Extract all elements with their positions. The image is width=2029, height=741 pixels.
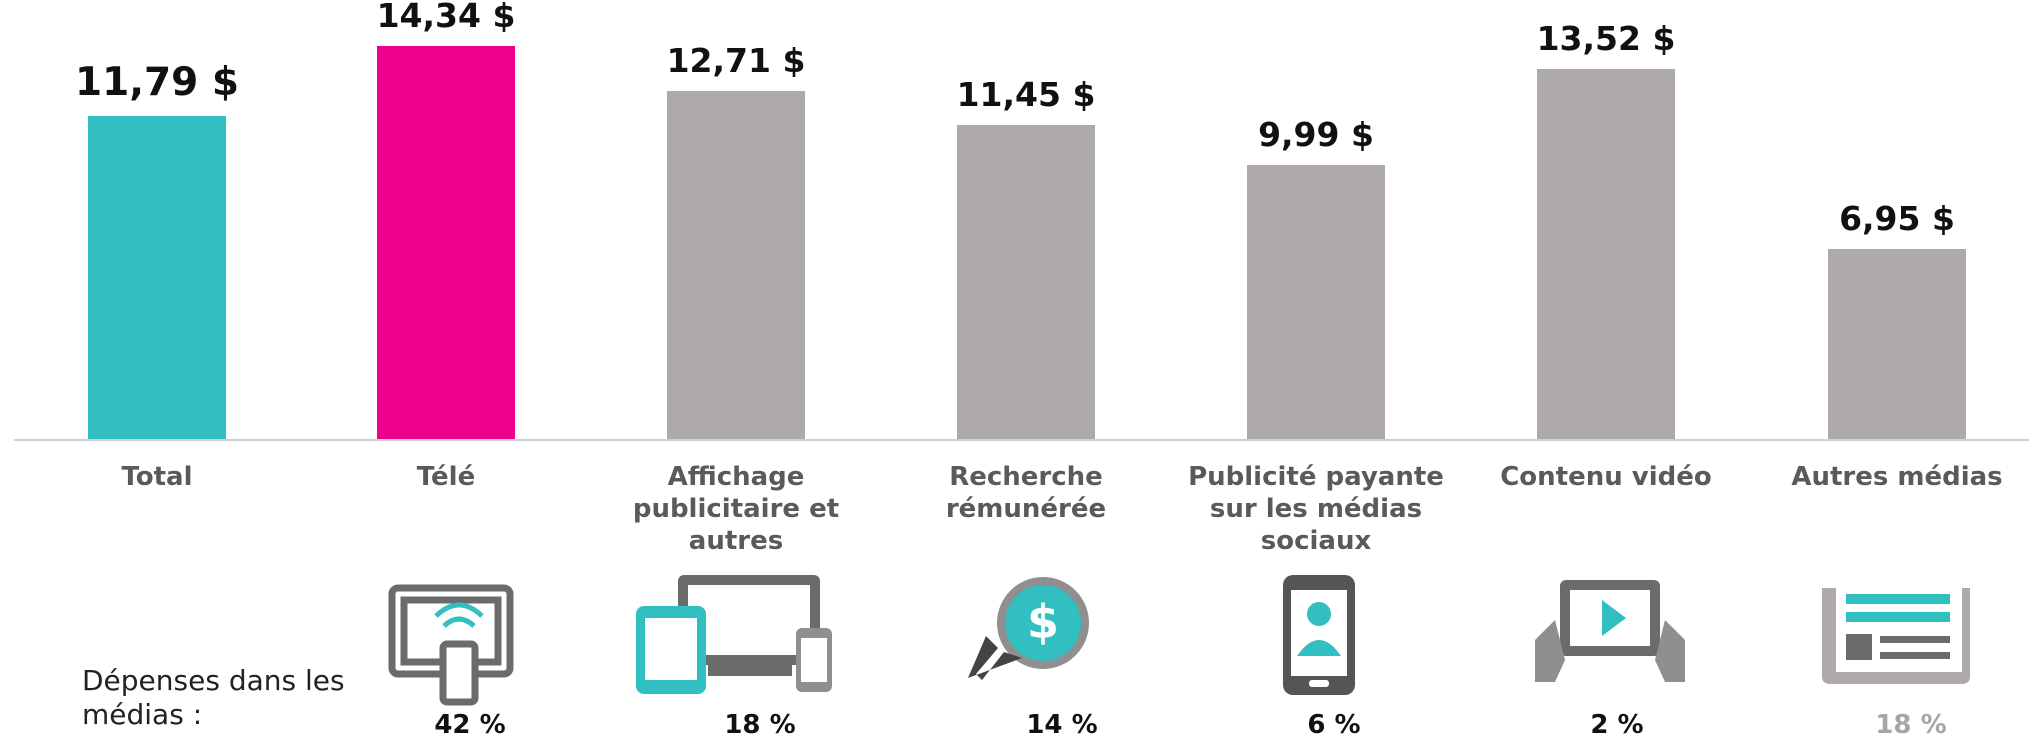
bar <box>88 115 226 439</box>
bar <box>667 90 805 439</box>
search-icon: $ <box>968 577 1089 680</box>
category-label: Contenu vidéo <box>1500 462 1712 492</box>
bar <box>377 46 515 439</box>
category-label: Publicité payante sur les médias sociaux <box>1188 462 1444 556</box>
social-icon <box>1283 575 1355 695</box>
value-label: 12,71 $ <box>666 40 806 80</box>
media-spend-value: 14 % <box>1026 710 1098 740</box>
media-spend-value: 42 % <box>434 710 506 740</box>
category-label: Autres médias <box>1791 462 2003 492</box>
value-label: 9,99 $ <box>1258 115 1374 155</box>
devices-icon <box>636 575 832 694</box>
value-label: 13,52 $ <box>1536 18 1676 58</box>
tv-icon <box>388 584 514 706</box>
value-label: 11,79 $ <box>74 59 240 105</box>
value-label: 14,34 $ <box>376 0 516 36</box>
bar <box>1247 165 1385 439</box>
category-label: Total <box>121 462 193 492</box>
svg-text:$: $ <box>1027 595 1059 649</box>
news-icon <box>1822 588 1970 684</box>
media-spend-value: 6 % <box>1307 710 1361 740</box>
bar <box>1537 68 1675 439</box>
bar <box>957 125 1095 439</box>
media-spend-value: 18 % <box>724 710 796 740</box>
category-label: Recherche rémunérée <box>945 462 1107 524</box>
category-label: Affichage publicitaire et autres <box>632 462 840 556</box>
baseline <box>14 439 2029 441</box>
media-spend-label: Dépenses dans les médias : <box>82 664 345 731</box>
value-label: 11,45 $ <box>956 75 1096 115</box>
value-label: 6,95 $ <box>1839 198 1955 238</box>
media-spend-value: 2 % <box>1590 710 1644 740</box>
category-label: Télé <box>416 462 476 492</box>
bar <box>1828 248 1966 439</box>
media-spend-value: 18 % <box>1875 710 1947 740</box>
video-icon <box>1535 580 1685 682</box>
